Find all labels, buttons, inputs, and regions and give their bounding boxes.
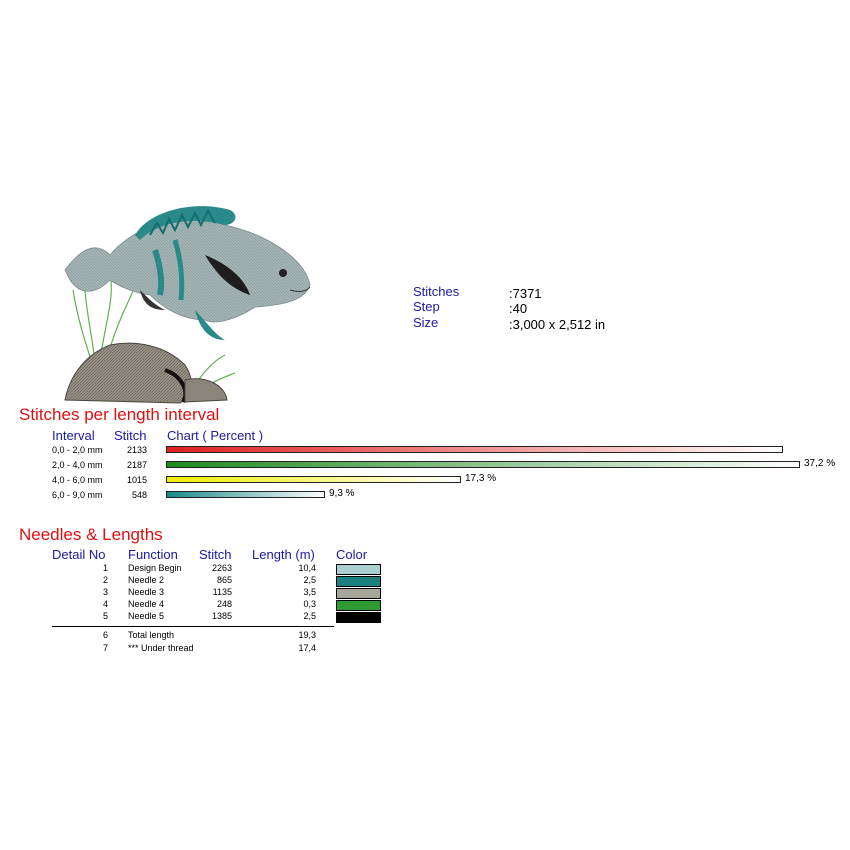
size-label: Size	[413, 315, 439, 330]
interval-label: 2,0 - 4,0 mm	[52, 460, 103, 470]
needle-function: Needle 5	[128, 611, 165, 621]
rock-icon	[64, 342, 228, 404]
needle-length: 2,5	[303, 611, 316, 621]
interval-section-title: Stitches per length interval	[19, 405, 220, 424]
needle-function: Needle 4	[128, 599, 165, 609]
needle-color-swatch	[336, 612, 381, 623]
total-detail-no: 7	[102, 643, 108, 653]
interval-label: 6,0 - 9,0 mm	[52, 490, 103, 500]
needle-length: 2,5	[303, 575, 316, 585]
interval-bar	[166, 446, 783, 453]
interval-percent-label: 17,3 %	[465, 473, 497, 484]
needle-stitch: 1135	[212, 587, 232, 597]
total-detail-no: 6	[102, 630, 108, 640]
needles-section-title: Needles & Lengths	[19, 525, 163, 544]
needle-stitch: 2263	[211, 563, 232, 573]
step-label: Step	[413, 299, 440, 314]
needle-function: Design Begin	[128, 563, 182, 573]
size-value: :3,000 x 2,512 in	[509, 317, 606, 332]
needle-color-swatch	[336, 564, 381, 575]
totals-divider	[52, 626, 334, 627]
length-header: Length (m)	[252, 547, 315, 562]
interval-percent-label: 9,3 %	[329, 488, 355, 499]
interval-stitch-count: 2187	[126, 460, 147, 470]
total-length: 19,3	[298, 630, 316, 640]
total-function: *** Under thread	[128, 643, 194, 653]
fish-icon	[64, 206, 311, 340]
total-length: 17,4	[298, 643, 316, 653]
total-function: Total length	[128, 630, 175, 640]
needle-detail-no: 5	[102, 611, 108, 621]
needle-color-swatch	[336, 576, 381, 587]
needle-function: Needle 3	[128, 587, 165, 597]
detail-no-header: Detail No	[52, 547, 106, 562]
needle-function: Needle 2	[128, 575, 165, 585]
needle-stitch: 248	[216, 599, 232, 609]
needle-color-swatch	[336, 600, 381, 611]
needle-detail-no: 1	[102, 563, 108, 573]
needle-detail-no: 3	[102, 587, 108, 597]
interval-stitch-count: 548	[131, 490, 147, 500]
interval-bar	[166, 461, 800, 468]
embroidery-design-preview	[64, 206, 311, 404]
chart-header: Chart ( Percent )	[167, 428, 264, 443]
function-header: Function	[128, 547, 178, 562]
interval-percent-label: 37,2 %	[804, 458, 836, 469]
needle-detail-no: 2	[102, 575, 108, 585]
needle-detail-no: 4	[102, 599, 108, 609]
needle-stitch-header: Stitch	[199, 547, 232, 562]
needle-stitch: 1385	[211, 611, 232, 621]
stitches-label: Stitches	[413, 284, 460, 299]
interval-label: 4,0 - 6,0 mm	[52, 475, 103, 485]
needle-length: 10,4	[298, 563, 316, 573]
interval-bar	[166, 491, 325, 498]
interval-header: Interval	[52, 428, 95, 443]
needle-stitch: 865	[216, 575, 232, 585]
step-value: :40	[509, 301, 528, 316]
needle-length: 0,3	[303, 599, 316, 609]
interval-stitch-count: 1015	[126, 475, 147, 485]
stitches-value: :7371	[509, 286, 542, 301]
interval-bar	[166, 476, 461, 483]
stitch-header: Stitch	[114, 428, 147, 443]
needle-color-swatch	[336, 588, 381, 599]
needle-length: 3,5	[303, 587, 316, 597]
color-header: Color	[336, 547, 368, 562]
interval-stitch-count: 2133	[126, 445, 147, 455]
interval-label: 0,0 - 2,0 mm	[52, 445, 103, 455]
